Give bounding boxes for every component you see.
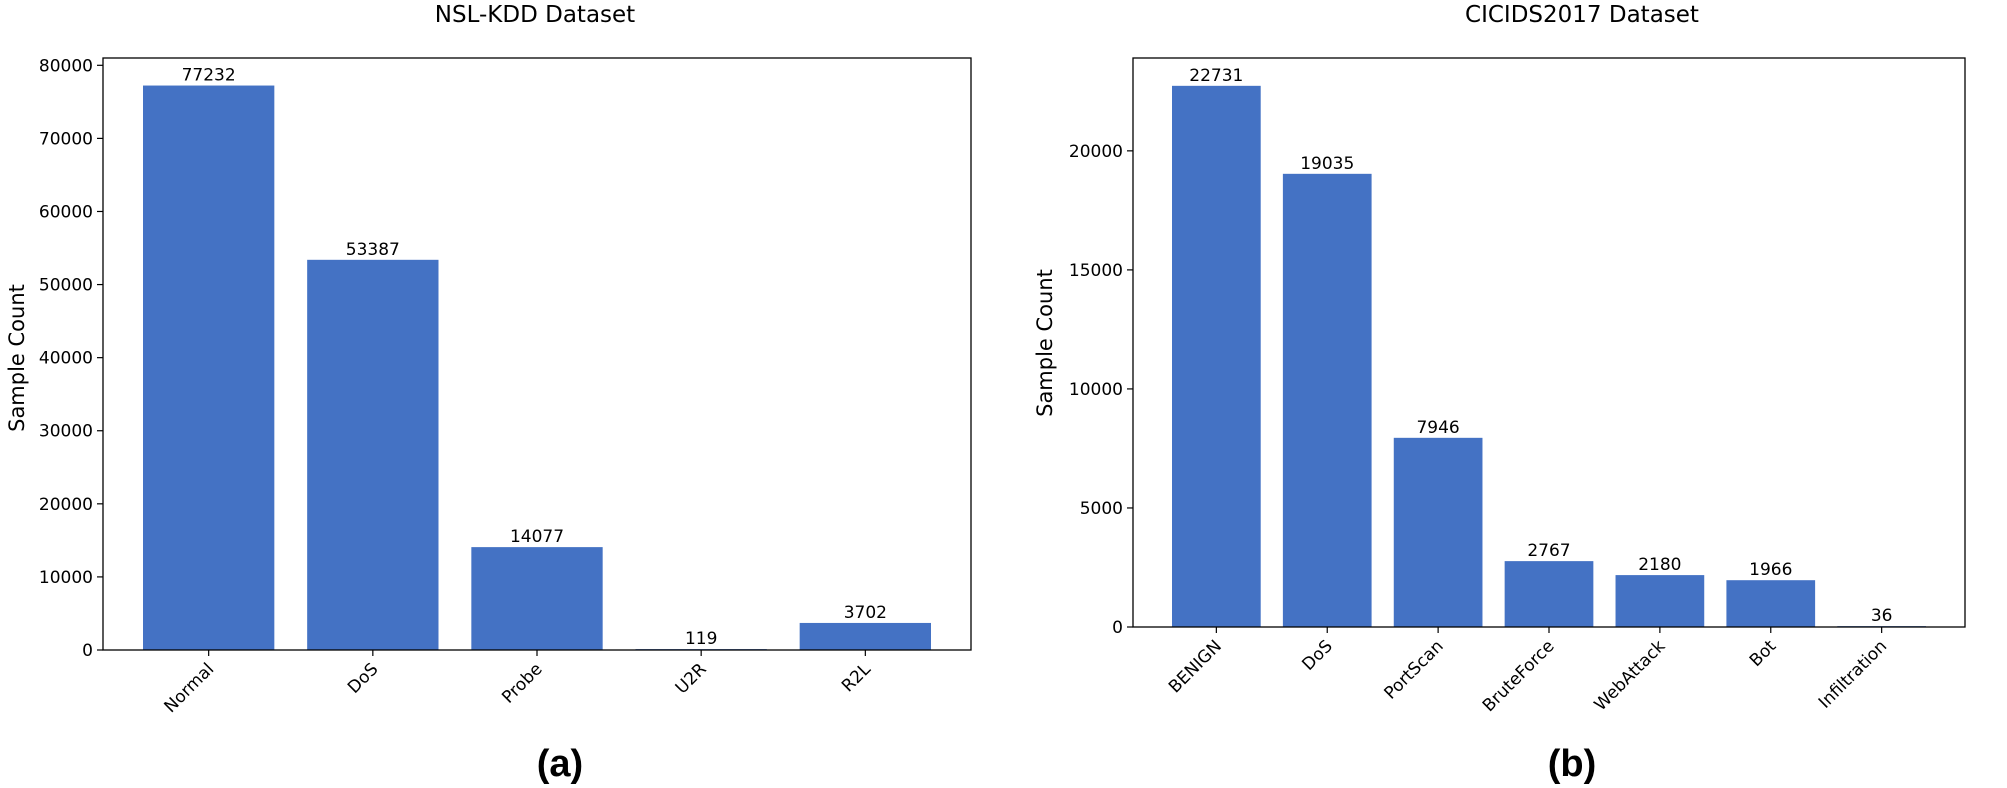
chart-panel-a: NSL-KDD Dataset Sample Count 77232 53387 1… <box>5 2 972 785</box>
data-label-benign: 22731 <box>1189 66 1243 86</box>
data-label-bot: 1966 <box>1749 560 1792 580</box>
x-ticks-a: Normal DoS Probe U2R R2L <box>161 650 875 717</box>
data-label-infiltration: 36 <box>1871 606 1893 626</box>
bar-probe <box>471 547 603 650</box>
data-label-probe: 14077 <box>510 527 564 547</box>
x-tick-label-probe: Probe <box>498 659 546 707</box>
bar-benign <box>1172 85 1261 628</box>
x-tick-label-portscan: PortScan <box>1380 636 1447 703</box>
y-tick-label: 40000 <box>39 349 93 369</box>
x-tick-label-r2l: R2L <box>838 659 875 696</box>
y-axis-label-a: Sample Count <box>5 284 29 432</box>
x-tick-label-infiltration: Infiltration <box>1815 636 1891 712</box>
bar-dos <box>1282 173 1372 627</box>
chart-title-b: CICIDS2017 Dataset <box>1465 2 1699 28</box>
bar-r2l <box>799 622 931 650</box>
x-tick-label-webattack: WebAttack <box>1591 636 1670 715</box>
y-tick-label: 20000 <box>1069 142 1123 162</box>
plot-frame-a <box>102 57 972 651</box>
x-ticks-b: BENIGN DoS PortScan BruteForce WebAttack Bot I… <box>1165 627 1891 716</box>
data-label-portscan: 7946 <box>1416 418 1459 438</box>
panel-label-a: (a) <box>537 743 583 785</box>
data-label-u2r: 119 <box>685 629 717 649</box>
x-tick-label-dos: DoS <box>1298 636 1336 674</box>
bar-dos <box>307 259 439 650</box>
x-tick-label-u2r: U2R <box>672 659 711 698</box>
data-label-normal: 77232 <box>182 66 236 86</box>
x-tick-label-normal: Normal <box>161 659 219 717</box>
y-tick-label: 60000 <box>39 202 93 222</box>
data-labels-b: 22731 19035 7946 2767 2180 1966 36 <box>1189 66 1892 626</box>
y-ticks-a: 0 10000 20000 30000 40000 50000 60000 70000 8000… <box>39 56 103 661</box>
x-tick-label-bot: Bot <box>1746 636 1781 671</box>
y-tick-label: 20000 <box>39 495 93 515</box>
data-label-dos: 53387 <box>346 240 400 260</box>
bar-portscan <box>1393 437 1483 627</box>
y-tick-label: 0 <box>1112 618 1123 638</box>
x-tick-label-bruteforce: BruteForce <box>1479 636 1559 716</box>
y-axis-label-b: Sample Count <box>1033 269 1057 417</box>
data-label-webattack: 2180 <box>1638 555 1681 575</box>
y-tick-label: 50000 <box>39 276 93 296</box>
data-label-r2l: 3702 <box>844 603 887 623</box>
y-tick-label: 70000 <box>39 129 93 149</box>
y-ticks-b: 0 5000 10000 15000 20000 <box>1069 142 1133 638</box>
bars-b <box>1172 85 1926 628</box>
x-tick-label-dos: DoS <box>344 659 382 697</box>
y-tick-label: 5000 <box>1080 499 1123 519</box>
y-tick-label: 0 <box>82 641 93 661</box>
panel-label-b: (b) <box>1548 743 1597 785</box>
bar-normal <box>143 85 275 651</box>
y-tick-label: 10000 <box>1069 380 1123 400</box>
y-tick-label: 30000 <box>39 422 93 442</box>
bar-webattack <box>1615 575 1705 627</box>
bar-bot <box>1726 580 1816 627</box>
x-tick-label-benign: BENIGN <box>1165 636 1226 697</box>
plot-frame-b <box>1132 57 1966 628</box>
y-tick-label: 15000 <box>1069 261 1123 281</box>
bar-bruteforce <box>1504 561 1594 627</box>
data-label-bruteforce: 2767 <box>1527 541 1570 561</box>
chart-title-a: NSL-KDD Dataset <box>435 2 635 28</box>
data-label-dos: 19035 <box>1300 154 1354 174</box>
data-labels-a: 77232 53387 14077 119 3702 <box>182 66 887 650</box>
y-tick-label: 10000 <box>39 568 93 588</box>
chart-panel-b: CICIDS2017 Dataset Sample Count 22731 190… <box>1033 2 1966 785</box>
bars-a <box>143 85 931 651</box>
y-tick-label: 80000 <box>39 56 93 76</box>
